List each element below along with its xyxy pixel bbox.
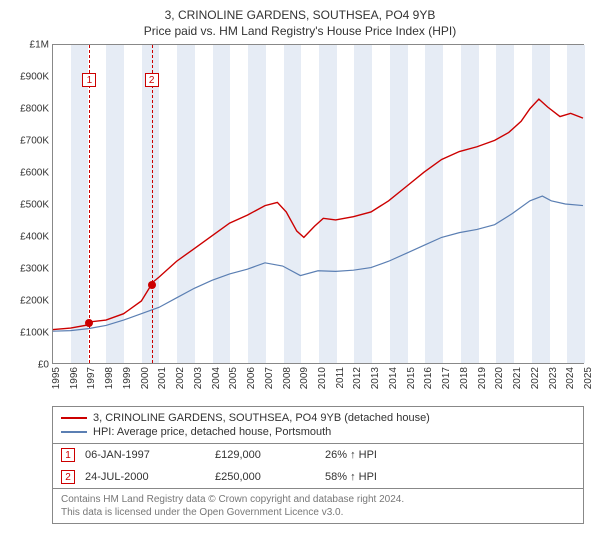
x-tick-label: 2024 (565, 367, 576, 389)
x-tick-label: 2020 (494, 367, 505, 389)
sale-date: 24-JUL-2000 (85, 471, 205, 483)
x-tick-label: 2014 (388, 367, 399, 389)
y-tick-label: £600K (20, 167, 53, 178)
sales-table: 1 06-JAN-1997 £129,000 26% ↑ HPI 2 24-JUL-200… (52, 444, 584, 489)
x-tick-label: 2000 (140, 367, 151, 389)
sale-index: 1 (61, 448, 75, 462)
x-tick-label: 2003 (193, 367, 204, 389)
sale-index: 2 (61, 470, 75, 484)
sale-marker-box: 1 (82, 73, 96, 87)
x-tick-label: 2019 (477, 367, 488, 389)
sale-hpi: 58% ↑ HPI (325, 471, 425, 483)
y-tick-label: £800K (20, 103, 53, 114)
x-tick-label: 1997 (86, 367, 97, 389)
footer-line: Contains HM Land Registry data © Crown c… (61, 493, 575, 506)
attribution-footer: Contains HM Land Registry data © Crown c… (52, 489, 584, 524)
y-tick-label: £200K (20, 295, 53, 306)
x-tick-label: 1996 (69, 367, 80, 389)
x-tick-label: 2023 (548, 367, 559, 389)
x-tick-label: 2011 (335, 367, 346, 389)
x-tick-label: 2008 (282, 367, 293, 389)
y-tick-label: £700K (20, 135, 53, 146)
x-tick-label: 2001 (157, 367, 168, 389)
x-tick-label: 2016 (423, 367, 434, 389)
sale-point (85, 319, 93, 327)
x-tick-label: 2013 (370, 367, 381, 389)
chart-title: 3, CRINOLINE GARDENS, SOUTHSEA, PO4 9YB (10, 8, 590, 24)
series-price_paid (53, 99, 583, 330)
sale-price: £129,000 (215, 449, 315, 461)
series-svg (53, 45, 583, 363)
sale-price: £250,000 (215, 471, 315, 483)
x-tick-label: 2002 (175, 367, 186, 389)
sale-vline (89, 45, 90, 363)
sale-point (148, 281, 156, 289)
legend-swatch (61, 417, 87, 419)
y-tick-label: £400K (20, 231, 53, 242)
x-tick-label: 2009 (299, 367, 310, 389)
series-hpi (53, 196, 583, 331)
y-tick-label: £1M (30, 39, 53, 50)
x-tick-label: 1998 (104, 367, 115, 389)
legend-row: 3, CRINOLINE GARDENS, SOUTHSEA, PO4 9YB … (61, 411, 575, 425)
x-tick-label: 2015 (406, 367, 417, 389)
x-tick-label: 1995 (51, 367, 62, 389)
x-tick-label: 2017 (441, 367, 452, 389)
y-tick-label: £500K (20, 199, 53, 210)
sale-hpi: 26% ↑ HPI (325, 449, 425, 461)
sale-row: 1 06-JAN-1997 £129,000 26% ↑ HPI (53, 444, 583, 466)
chart-subtitle: Price paid vs. HM Land Registry's House … (10, 24, 590, 38)
sale-row: 2 24-JUL-2000 £250,000 58% ↑ HPI (53, 466, 583, 488)
x-tick-label: 2007 (264, 367, 275, 389)
plot-box: £0£100K£200K£300K£400K£500K£600K£700K£80… (52, 44, 584, 364)
x-tick-label: 2022 (530, 367, 541, 389)
x-tick-label: 2004 (211, 367, 222, 389)
legend-swatch (61, 431, 87, 433)
x-tick-label: 2006 (246, 367, 257, 389)
footer-line: This data is licensed under the Open Gov… (61, 506, 575, 519)
sale-date: 06-JAN-1997 (85, 449, 205, 461)
x-tick-label: 2005 (228, 367, 239, 389)
chart-container: 3, CRINOLINE GARDENS, SOUTHSEA, PO4 9YB … (0, 0, 600, 534)
x-tick-label: 2010 (317, 367, 328, 389)
legend-label: 3, CRINOLINE GARDENS, SOUTHSEA, PO4 9YB … (93, 412, 430, 424)
x-tick-label: 1999 (122, 367, 133, 389)
legend: 3, CRINOLINE GARDENS, SOUTHSEA, PO4 9YB … (52, 406, 584, 444)
legend-row: HPI: Average price, detached house, Port… (61, 425, 575, 439)
x-tick-label: 2018 (459, 367, 470, 389)
y-tick-label: £300K (20, 263, 53, 274)
x-tick-label: 2025 (583, 367, 594, 389)
sale-marker-box: 2 (145, 73, 159, 87)
y-tick-label: £100K (20, 327, 53, 338)
x-tick-label: 2021 (512, 367, 523, 389)
y-tick-label: £900K (20, 71, 53, 82)
sale-vline (152, 45, 153, 363)
legend-label: HPI: Average price, detached house, Port… (93, 426, 331, 438)
plot-area-outer: £0£100K£200K£300K£400K£500K£600K£700K£80… (52, 44, 584, 524)
x-tick-label: 2012 (352, 367, 363, 389)
